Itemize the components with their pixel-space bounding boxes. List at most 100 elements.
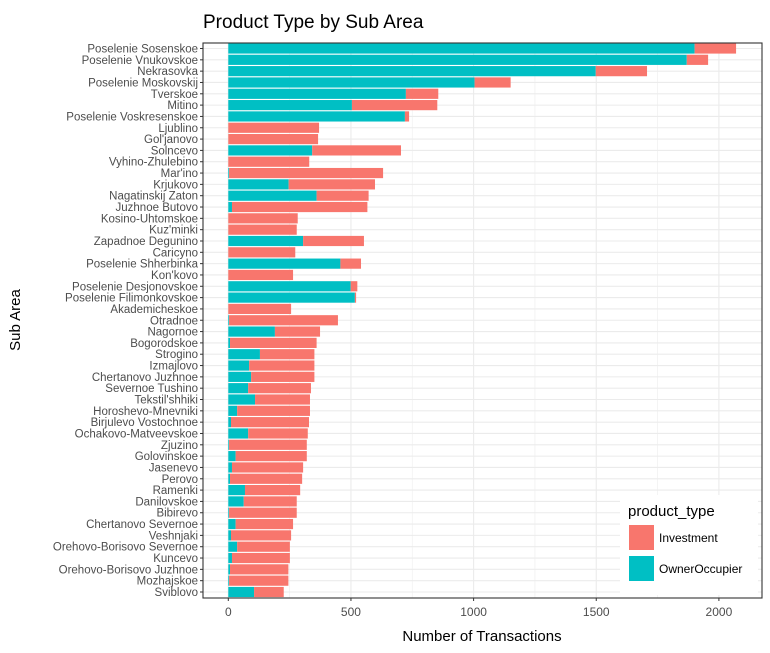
y-tick-label: Kon'kovo — [151, 270, 198, 282]
y-tick-label: Nekrasovka — [137, 66, 198, 78]
y-tick-label: Zapadnoe Degunino — [94, 236, 198, 248]
bar-investment — [230, 564, 289, 575]
bar-owneroccupier — [228, 100, 352, 111]
y-tick-label: Bogorodskoe — [130, 338, 198, 350]
y-tick-label: Kuncevo — [153, 553, 198, 565]
bar-owneroccupier — [228, 349, 260, 360]
bar-owneroccupier — [228, 43, 695, 54]
bar-investment — [251, 371, 315, 382]
y-tick-label: Poselenie Vnukovskoe — [82, 55, 198, 67]
bar-owneroccupier — [228, 281, 351, 292]
bar-investment — [229, 575, 289, 586]
x-tick-label: 0 — [225, 605, 232, 619]
bar-investment — [274, 326, 321, 337]
bar-investment — [404, 111, 410, 122]
bar-owneroccupier — [228, 145, 313, 156]
bar-investment — [235, 451, 307, 462]
bar-owneroccupier — [228, 394, 256, 405]
y-tick-label: Mitino — [167, 100, 198, 112]
bar-investment — [354, 292, 357, 303]
bar-owneroccupier — [228, 258, 341, 269]
y-tick-label: Chertanovo Juzhnoe — [92, 372, 198, 384]
bar-investment — [235, 518, 294, 530]
bar-investment — [229, 439, 307, 450]
bar-owneroccupier — [228, 179, 289, 190]
y-tick-label: Krjukovo — [153, 179, 198, 191]
bar-investment — [228, 122, 320, 133]
bar-investment — [228, 247, 296, 258]
legend: product_type Investment OwnerOccupier — [620, 495, 758, 595]
bar-investment — [303, 235, 364, 247]
bar-investment — [316, 190, 369, 201]
y-tick-label: Tekstil'shhiki — [134, 395, 198, 407]
y-axis-label: Sub Area — [7, 288, 24, 350]
y-tick-label: Solncevo — [151, 145, 198, 157]
bar-investment — [228, 156, 310, 167]
y-tick-label: Veshnjaki — [149, 530, 198, 542]
y-tick-label: Otradnoe — [150, 315, 198, 327]
y-tick-label: Golovinskoe — [135, 451, 198, 463]
bar-owneroccupier — [228, 315, 230, 326]
legend-label-investment: Investment — [659, 531, 718, 545]
bar-owneroccupier — [228, 326, 275, 337]
bar-investment — [230, 417, 310, 428]
y-tick-label: Kosino-Uhtomskoe — [101, 213, 198, 225]
y-tick-label: Akademicheskoe — [110, 304, 198, 316]
bar-investment — [229, 507, 297, 518]
bar-owneroccupier — [228, 451, 236, 462]
x-tick-label: 500 — [341, 605, 361, 619]
bar-investment — [230, 337, 317, 348]
x-tick-label: 2000 — [706, 605, 733, 619]
bar-owneroccupier — [228, 54, 687, 65]
x-tick-label: 1500 — [583, 605, 610, 619]
y-tick-label: Nagornoe — [147, 327, 198, 339]
bar-owneroccupier — [228, 111, 405, 122]
y-tick-label: Vyhino-Zhulebino — [109, 157, 198, 169]
bar-investment — [340, 258, 362, 269]
bar-owneroccupier — [228, 439, 230, 450]
bar-investment — [228, 213, 298, 224]
bar-owneroccupier — [228, 371, 252, 382]
bar-investment — [694, 43, 737, 54]
y-tick-label: Mar'ino — [161, 168, 198, 180]
bar-owneroccupier — [228, 66, 596, 77]
bar-investment — [248, 383, 311, 394]
bar-investment — [228, 133, 319, 145]
bar-investment — [237, 405, 310, 416]
bar-investment — [230, 530, 292, 541]
bar-owneroccupier — [228, 190, 317, 201]
y-tick-label: Ljublino — [158, 123, 198, 135]
bar-owneroccupier — [228, 292, 355, 303]
bar-owneroccupier — [228, 484, 245, 496]
bar-investment — [237, 541, 290, 552]
bar-investment — [231, 552, 290, 564]
bar-owneroccupier — [228, 552, 232, 564]
bar-investment — [254, 586, 284, 598]
bar-investment — [231, 201, 368, 213]
y-tick-label: Chertanovo Severnoe — [86, 519, 198, 531]
x-axis-label: Number of Transactions — [402, 628, 561, 645]
bar-investment — [244, 484, 301, 496]
bar-investment — [259, 349, 315, 360]
y-tick-label: Tverskoe — [151, 89, 198, 101]
bar-investment — [243, 496, 297, 507]
legend-label-owneroccupier: OwnerOccupier — [659, 562, 742, 576]
bars-group — [202, 42, 763, 599]
bar-investment — [255, 394, 310, 405]
y-tick-label: Sviblovo — [155, 587, 198, 599]
bar-owneroccupier — [228, 530, 231, 541]
bar-investment — [229, 315, 338, 326]
y-tick-label: Severnoe Tushino — [105, 383, 198, 395]
x-axis-ticks: 0 500 1000 1500 2000 — [225, 598, 733, 619]
bar-investment — [474, 77, 511, 88]
bar-owneroccupier — [228, 88, 406, 99]
legend-key-owneroccupier — [629, 556, 654, 581]
y-tick-label: Poselenie Filimonkovskoe — [65, 293, 198, 305]
bar-owneroccupier — [228, 586, 255, 598]
bar-investment — [228, 224, 297, 235]
bar-investment — [228, 269, 294, 281]
bar-investment — [228, 303, 292, 315]
y-tick-label: Nagatinskij Zaton — [109, 191, 198, 203]
y-tick-label: Poselenie Sosenskoe — [87, 44, 198, 56]
